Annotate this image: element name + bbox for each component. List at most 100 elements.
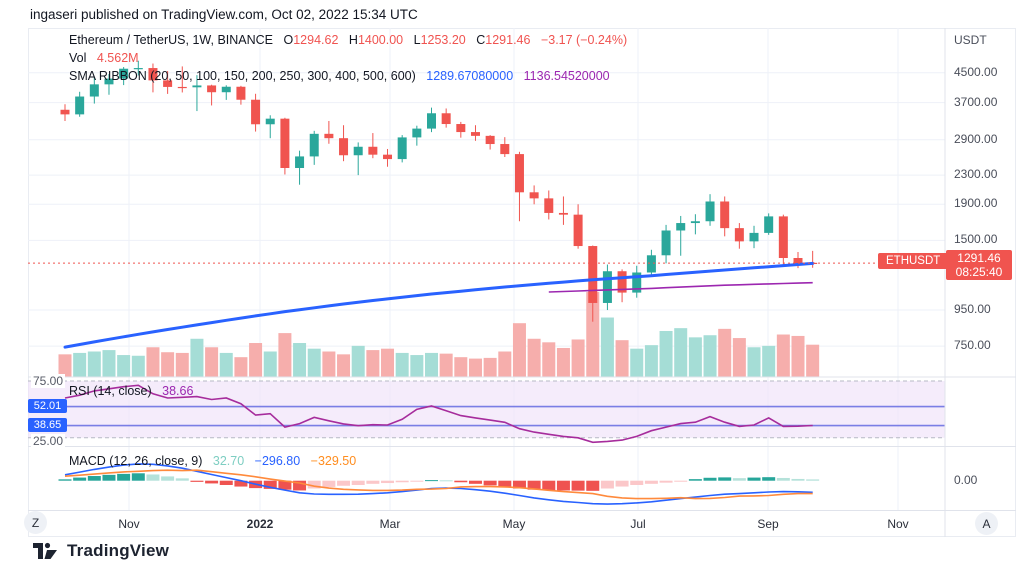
sma-ribbon-legend-row: SMA RIBBON (20, 50, 100, 150, 200, 250, …	[69, 67, 627, 85]
macd-histogram-bar	[439, 480, 453, 482]
time-axis-label: May	[502, 517, 526, 531]
candle-body	[690, 221, 700, 224]
candle-body	[60, 109, 70, 115]
candle-body	[778, 216, 788, 259]
candle-body	[485, 135, 495, 145]
candle-body	[734, 228, 744, 242]
price-axis-currency: USDT	[952, 33, 989, 47]
price-tick-label: 4500.00	[952, 64, 1000, 79]
macd-legend: MACD (12, 26, close, 9) 32.70 −296.80 −3…	[69, 452, 356, 470]
time-axis-label: Nov	[887, 517, 909, 531]
macd-histogram-bar	[703, 477, 717, 481]
volume-bar	[278, 333, 292, 377]
footer-brand[interactable]: TradingView	[67, 541, 170, 560]
candle-body	[89, 84, 99, 97]
rsi-level-badge-2: 38.65	[28, 418, 67, 432]
macd-histogram-bar	[586, 480, 600, 491]
volume-bar	[381, 348, 395, 377]
rsi-axis-bottom-label: 25.00	[31, 434, 66, 448]
candle-body	[368, 146, 378, 155]
macd-histogram-bar	[175, 478, 189, 481]
candle-body	[265, 118, 275, 125]
high-prefix: H	[348, 33, 358, 47]
candle-body	[397, 137, 407, 160]
macd-histogram-bar	[527, 480, 541, 490]
candle-body	[793, 258, 803, 264]
candle-body	[558, 212, 568, 215]
macd-histogram-bar	[688, 479, 702, 481]
sma-ribbon-value-1: 1289.67080000	[426, 69, 514, 83]
volume-bar	[337, 354, 351, 377]
macd-histogram-bar	[410, 480, 424, 482]
macd-histogram-bar	[117, 473, 131, 481]
volume-bar	[234, 357, 248, 377]
footer: TradingView	[33, 541, 169, 561]
volume-bar	[219, 352, 233, 377]
macd-legend-label: MACD (12, 26, close, 9)	[69, 454, 203, 468]
candle-body	[221, 86, 231, 93]
volume-bar	[483, 357, 497, 377]
price-tick-label: 1500.00	[952, 232, 1000, 247]
volume-bar	[732, 338, 746, 377]
candle-body	[764, 216, 774, 233]
candle-body	[192, 85, 202, 88]
volume-bar	[615, 340, 629, 377]
time-axis[interactable]: Nov 2022 Mar May Jul Sep Nov	[28, 510, 1016, 538]
volume-bar	[600, 317, 614, 377]
macd-histogram-bar	[556, 480, 570, 491]
macd-histogram-bar	[278, 480, 292, 490]
macd-hist-value: 32.70	[212, 454, 245, 468]
macd-axis-zero-label: 0.00	[952, 473, 980, 487]
candle-body	[573, 214, 583, 247]
candle-body	[412, 128, 422, 138]
zoom-out-button[interactable]: Z	[24, 511, 47, 534]
candle-body	[617, 271, 627, 293]
volume-bar	[659, 330, 673, 377]
macd-histogram-bar	[322, 480, 336, 487]
time-axis-label: 2022	[246, 517, 274, 531]
candle-body	[324, 133, 334, 139]
candle-body	[456, 124, 466, 133]
candle-body	[177, 86, 187, 89]
rsi-level-badge-1: 52.01	[28, 399, 67, 413]
macd-histogram-bar	[498, 480, 512, 487]
price-tick-label: 750.00	[952, 338, 993, 353]
volume-bar	[249, 343, 263, 377]
candle-body	[544, 198, 554, 213]
candle-body	[104, 78, 114, 85]
volume-bar	[776, 334, 790, 377]
volume-bar	[146, 347, 160, 377]
last-price-badge: 1291.46 08:25:40	[946, 250, 1012, 280]
macd-histogram-bar	[644, 480, 658, 484]
volume-bar	[644, 345, 658, 377]
volume-bar	[293, 343, 307, 377]
maximize-button[interactable]: A	[975, 512, 998, 535]
sma-purple-line	[548, 281, 813, 293]
macd-histogram-bar	[381, 480, 395, 484]
volume-bar	[468, 358, 482, 377]
macd-histogram-bar	[776, 477, 790, 481]
price-tick-label: 2900.00	[952, 131, 1000, 146]
volume-bar	[322, 351, 336, 377]
macd-signal-line	[64, 469, 813, 500]
sma-blue-line	[63, 261, 815, 349]
macd-histogram-bar	[483, 480, 497, 486]
volume-bar	[718, 328, 732, 377]
sma-ribbon-label: SMA RIBBON (20, 50, 100, 150, 200, 250, …	[69, 69, 416, 83]
candle-body	[661, 230, 671, 256]
volume-bar	[410, 355, 424, 377]
volume-bar	[762, 345, 776, 377]
volume-bar	[190, 338, 204, 377]
volume-bar	[205, 347, 219, 377]
candle-body	[163, 80, 173, 87]
candle-body	[383, 154, 393, 160]
rsi-line	[64, 384, 813, 444]
macd-histogram-bar	[615, 480, 629, 487]
candle-body	[119, 68, 129, 79]
macd-histogram-bar	[366, 480, 380, 484]
volume-legend-row: Vol 4.562M	[69, 49, 627, 67]
tradingview-logo-icon[interactable]	[33, 542, 59, 560]
rsi-band	[28, 381, 945, 438]
macd-histogram-bar	[762, 477, 776, 481]
